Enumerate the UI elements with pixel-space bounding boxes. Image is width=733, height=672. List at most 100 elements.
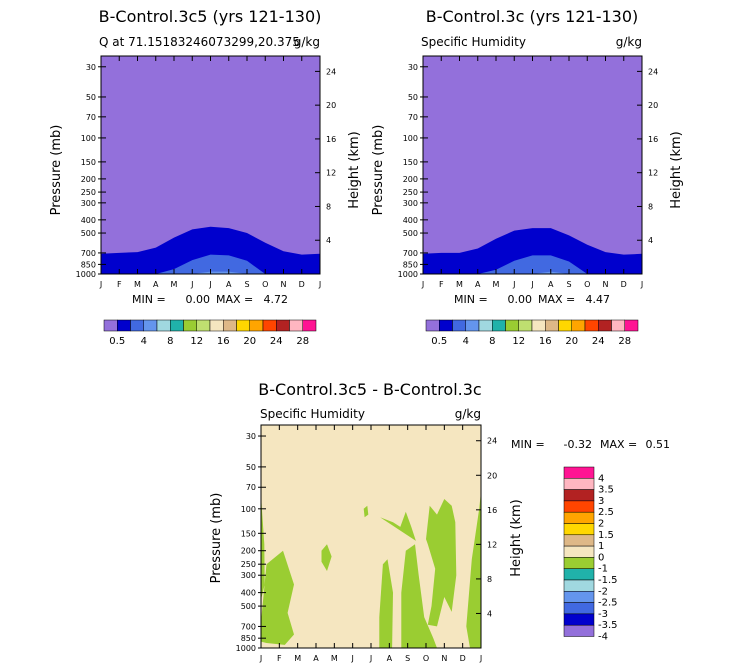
colorbar-swatch-6 [563,534,595,547]
colorbar-swatch-13 [563,613,595,626]
negative-region-7 [426,499,457,627]
colorbar-swatch-5 [170,319,184,332]
contour-level-0-0.5 [101,226,320,274]
pressure-tick-label: 400 [241,589,256,598]
colorbar-label: 0.5 [431,336,447,347]
colorbar-label: 4 [141,336,147,347]
panel-subtitle-left: Specific Humidity [260,407,365,421]
pressure-tick-label: 250 [241,560,256,569]
colorbar-swatch-8 [209,319,224,332]
month-tick-label: O [423,654,429,663]
colorbar-label: 24 [592,336,605,347]
colorbar-swatch-5 [492,319,506,332]
month-tick-label: A [153,280,159,289]
month-tick-label: A [313,654,319,663]
colorbar-swatch-4 [563,511,595,524]
colorbar-swatch-15 [302,319,317,332]
colorbar-swatch-0 [425,319,440,332]
colorbar-swatch-10 [236,319,250,332]
colorbar-label: -4 [598,632,608,643]
month-tick-label: A [226,280,232,289]
contour-level-0-0.5 [423,228,642,274]
month-tick-label: J [259,654,262,663]
colorbar-swatch-9 [563,568,595,581]
panel-difference: B-Control.3c5 - B-Control.3c Specific Hu… [209,380,670,663]
colorbar-label: 1 [598,541,604,552]
max-label: MAX = [600,438,637,451]
colorbar-swatch-10 [563,579,595,592]
month-tick-label: J [190,280,193,289]
month-tick-label: S [566,280,571,289]
colorbar-label: 4 [463,336,469,347]
pressure-tick-label: 250 [403,188,418,197]
colorbar-swatch-3 [563,500,595,513]
max-value: 0.51 [646,438,671,451]
panel-subtitle-right: g/kg [294,35,320,49]
pressure-tick-label: 70 [246,483,256,492]
pressure-tick-label: 50 [86,93,96,102]
pressure-tick-label: 1000 [236,644,256,653]
colorbar-swatch-1 [117,319,131,332]
colorbar-label: -3 [598,609,608,620]
height-tick-label: 20 [648,101,658,110]
negative-region-1 [261,550,294,645]
colorbar-swatch-6 [183,319,197,332]
height-tick-label: 4 [487,609,492,618]
month-tick-label: M [456,280,463,289]
colorbar-label: -1 [598,564,608,575]
colorbar-right: 0.5 4 8 12 16 20 24 28 [425,319,639,347]
pressure-tick-label: 100 [241,505,256,514]
month-tick-label: O [262,280,268,289]
pressure-tick-label: 700 [241,622,256,631]
colorbar-swatch-7 [518,319,533,332]
month-tick-label: F [117,280,122,289]
pressure-tick-label: 100 [403,134,418,143]
colorbar-swatch-9 [223,319,237,332]
colorbar-swatch-4 [478,319,493,332]
height-tick-label: 12 [487,540,497,549]
negative-region-5 [401,544,437,648]
colorbar-label: 16 [217,336,230,347]
month-tick-label: M [294,654,301,663]
pressure-tick-label: 700 [81,249,96,258]
pressure-tick-label: 500 [241,602,256,611]
contour-level-0.5-4 [155,254,266,274]
colorbar-label: 12 [190,336,203,347]
pressure-tick-label: 70 [408,113,418,122]
month-tick-label: N [441,654,447,663]
month-tick-label: J [208,280,211,289]
min-value: -0.32 [564,438,592,451]
colorbar-swatch-13 [276,319,290,332]
month-tick-label: S [244,280,249,289]
negative-region-0 [261,495,265,600]
colorbar-label: 1.5 [598,530,614,541]
colorbar-swatch-12 [262,319,277,332]
month-tick-label: N [281,280,287,289]
month-tick-label: J [350,654,353,663]
y-axis-label: Pressure (mb) [371,125,386,216]
panel-subtitle-right: g/kg [616,35,642,49]
month-tick-label: M [171,280,178,289]
colorbar-swatch-14 [563,624,595,637]
pressure-tick-label: 1000 [76,270,96,279]
month-tick-label: D [460,654,466,663]
negative-region-2 [321,544,332,571]
month-tick-label: A [475,280,481,289]
panel-title: B-Control.3c (yrs 121-130) [426,7,639,26]
pressure-tick-label: 200 [403,175,418,184]
pressure-tick-label: 250 [81,188,96,197]
colorbar-label: 24 [270,336,283,347]
colorbar-swatch-2 [130,319,144,332]
pressure-tick-label: 30 [86,63,96,72]
pressure-tick-label: 400 [403,216,418,225]
colorbar-label: 28 [618,336,631,347]
panel-subtitle-left: Specific Humidity [421,35,526,49]
colorbar-swatch-9 [545,319,559,332]
colorbar-swatch-2 [563,489,595,502]
colorbar-label: 0 [598,552,604,563]
month-tick-label: J [479,654,482,663]
pressure-tick-label: 200 [81,175,96,184]
height-tick-label: 8 [487,575,492,584]
height-tick-label: 24 [648,67,658,76]
colorbar-label: -3.5 [598,620,618,631]
